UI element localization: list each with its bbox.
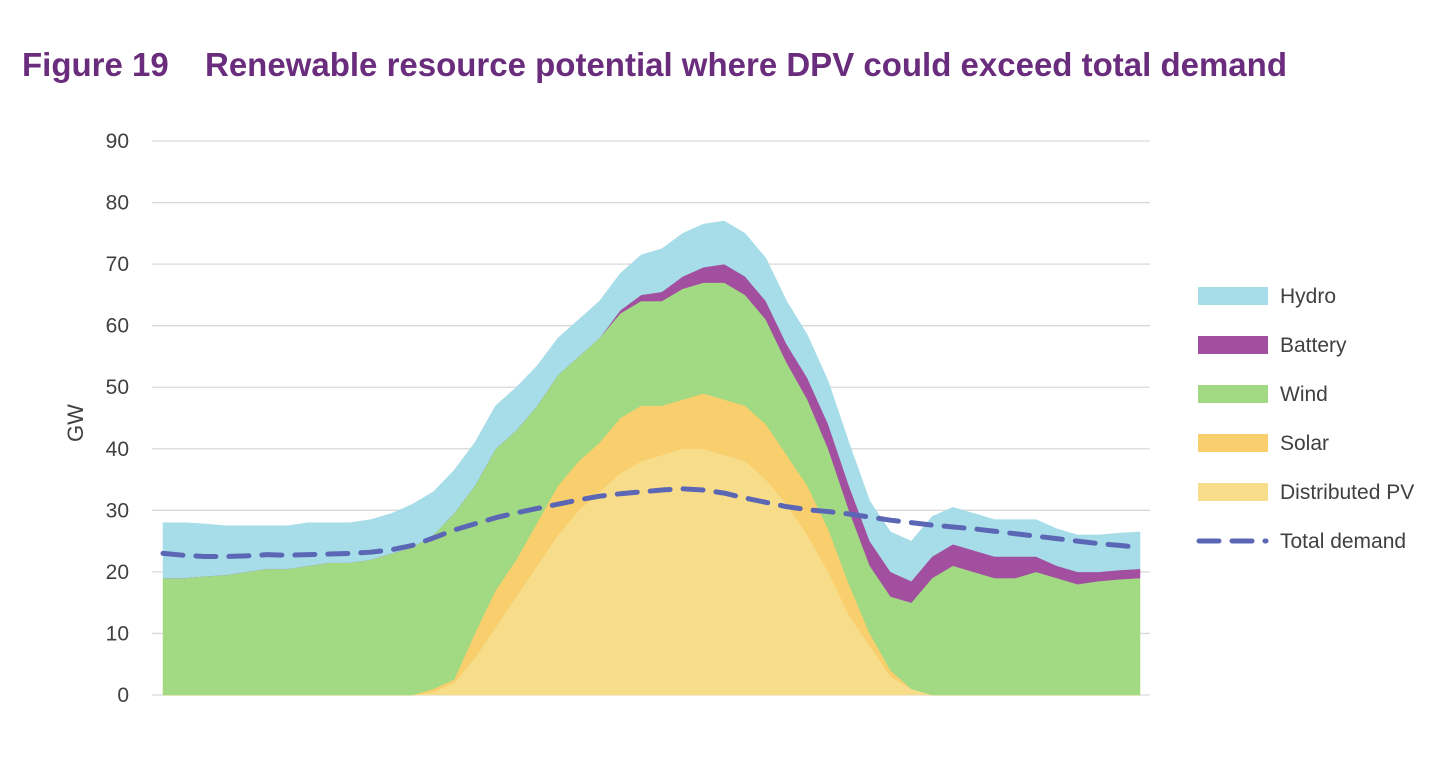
legend-label-hydro: Hydro: [1280, 285, 1336, 308]
legend-label-solar: Solar: [1280, 432, 1329, 455]
y-tick-70: 70: [106, 253, 129, 276]
figure-number: Figure 19: [22, 46, 169, 83]
y-tick-20: 20: [106, 561, 129, 584]
figure-title-text: Renewable resource potential where DPV c…: [205, 46, 1287, 83]
legend-swatch-hydro: [1198, 287, 1268, 305]
y-tick-90: 90: [106, 130, 129, 153]
y-tick-50: 50: [106, 376, 129, 399]
legend-label-distributed-pv: Distributed PV: [1280, 481, 1414, 504]
area-series: [162, 220, 1141, 696]
y-tick-40: 40: [106, 438, 129, 461]
legend: Hydro Battery Wind Solar Distributed PV Total…: [1196, 285, 1414, 553]
legend-swatch-wind: [1198, 385, 1268, 403]
y-tick-60: 60: [106, 315, 129, 338]
y-tick-0: 0: [117, 684, 129, 707]
line-total-demand: [160, 486, 1143, 559]
y-axis-ticks: 0 10 20 30 40 50 60 70 80 90: [106, 130, 129, 707]
y-axis-label: GW: [63, 404, 88, 442]
legend-label-battery: Battery: [1280, 334, 1347, 357]
y-tick-10: 10: [106, 622, 129, 645]
y-tick-30: 30: [106, 499, 129, 522]
legend-swatch-distributed-pv: [1198, 483, 1268, 501]
legend-swatch-battery: [1198, 336, 1268, 354]
legend-label-wind: Wind: [1280, 383, 1328, 406]
demand-line: [160, 486, 1143, 559]
legend-swatch-solar: [1198, 434, 1268, 452]
figure-title: Figure 19 Renewable resource potential wh…: [22, 46, 1287, 84]
y-tick-80: 80: [106, 192, 129, 215]
legend-label-total-demand: Total demand: [1280, 530, 1406, 553]
area-hydro: [162, 220, 1141, 582]
